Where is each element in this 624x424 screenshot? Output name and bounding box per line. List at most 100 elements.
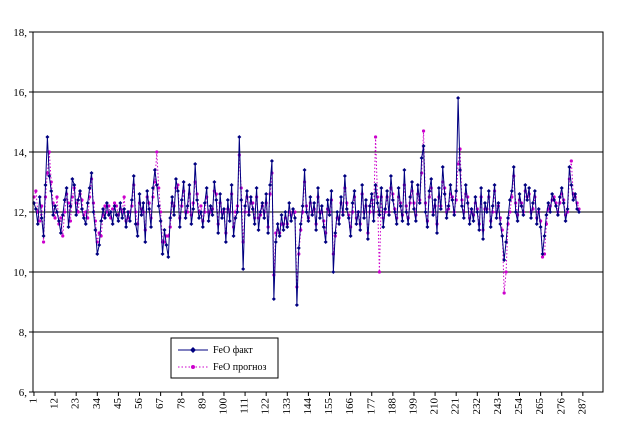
data-point: [116, 219, 121, 223]
data-point: [269, 159, 274, 163]
data-point: [534, 222, 539, 226]
data-point: [373, 183, 378, 187]
data-point: [126, 210, 130, 214]
data-point: [329, 189, 334, 193]
data-point: [235, 210, 240, 214]
y-axis-tick-labels: 6, 8, 10, 12, 14, 16, 18,: [13, 27, 27, 399]
data-point: [55, 195, 59, 199]
data-point: [504, 240, 509, 244]
data-point: [521, 213, 526, 217]
data-point: [68, 204, 73, 208]
x-tick-label: 221: [450, 398, 462, 415]
x-tick-label: 243: [492, 398, 504, 415]
data-point: [563, 219, 568, 223]
data-point: [220, 216, 225, 220]
data-point: [308, 195, 313, 199]
data-point: [145, 189, 150, 193]
data-point: [35, 222, 40, 226]
data-point: [53, 216, 57, 220]
data-point: [394, 222, 399, 226]
data-point: [488, 225, 493, 229]
data-point: [93, 228, 98, 232]
data-point: [550, 192, 555, 196]
data-point: [193, 162, 198, 166]
data-point: [95, 252, 100, 256]
data-point: [137, 192, 142, 196]
x-tick-label: 23: [70, 398, 82, 410]
data-point: [406, 222, 411, 226]
data-point: [103, 204, 107, 208]
x-tick-label: 210: [429, 398, 441, 415]
x-tick-label: 89: [196, 398, 208, 410]
data-point: [302, 168, 307, 172]
data-point: [423, 210, 428, 214]
data-point: [296, 246, 301, 250]
data-point: [191, 207, 196, 211]
data-point: [114, 213, 119, 217]
data-point: [41, 234, 46, 238]
data-point: [221, 207, 226, 211]
data-point: [436, 186, 441, 190]
y-tick-label: 16,: [13, 87, 27, 99]
data-point: [536, 207, 541, 211]
data-point: [150, 186, 155, 190]
data-point: [206, 219, 211, 223]
data-point: [473, 195, 478, 199]
data-point: [108, 210, 113, 214]
data-point: [362, 216, 367, 220]
data-point: [122, 207, 127, 211]
data-point: [419, 156, 424, 160]
data-point: [175, 189, 180, 193]
data-point: [214, 198, 219, 202]
data-point: [440, 165, 445, 169]
data-point: [527, 186, 532, 190]
data-point: [377, 213, 382, 217]
data-point: [377, 270, 382, 274]
data-point: [467, 222, 472, 226]
x-tick-label: 1: [27, 398, 39, 404]
x-tick-label: 177: [365, 398, 377, 415]
data-point: [112, 201, 117, 205]
data-point: [39, 216, 44, 220]
data-point: [396, 186, 401, 190]
data-point: [538, 225, 543, 229]
x-axis-tick-labels: 1 12 23 34 45 56 67 78 89 100 111 122 133 144 155 166 17…: [27, 398, 588, 415]
data-point: [496, 201, 501, 205]
data-point: [195, 198, 200, 202]
data-point: [64, 186, 69, 190]
data-point: [264, 192, 269, 196]
data-point: [291, 207, 296, 211]
data-point: [392, 210, 397, 214]
data-point: [273, 240, 278, 244]
data-point: [268, 183, 273, 187]
data-point: [481, 237, 486, 241]
x-tick-label: 287: [576, 398, 588, 415]
data-point: [546, 201, 551, 205]
data-point: [413, 219, 418, 223]
data-point: [243, 204, 248, 208]
data-point: [89, 171, 94, 175]
data-point: [421, 144, 426, 148]
data-point: [127, 219, 132, 223]
data-point: [400, 219, 405, 223]
data-point: [532, 189, 537, 193]
data-point: [540, 252, 545, 256]
data-point: [502, 291, 506, 295]
data-point: [340, 213, 345, 217]
data-point: [250, 207, 255, 211]
data-point: [385, 189, 390, 193]
x-tick-label: 155: [323, 398, 335, 415]
data-point: [427, 189, 432, 193]
data-point: [254, 186, 259, 190]
data-point: [465, 201, 470, 205]
data-point: [561, 201, 566, 205]
data-point: [390, 198, 395, 202]
data-point: [544, 213, 549, 217]
data-point: [256, 228, 261, 232]
data-point: [31, 201, 36, 205]
data-point: [45, 135, 50, 139]
x-tick-label: 45: [112, 398, 124, 410]
data-point: [78, 189, 83, 193]
data-point: [216, 231, 221, 235]
data-point: [208, 204, 213, 208]
